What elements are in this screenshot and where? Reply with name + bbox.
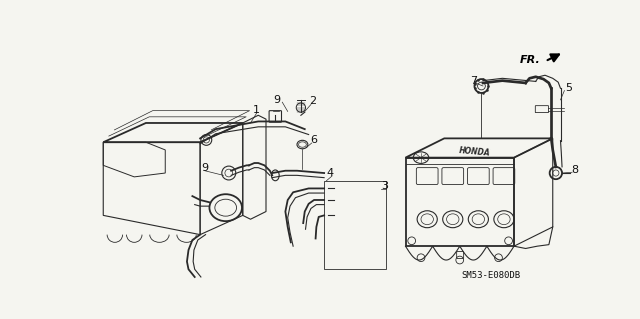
Text: FR.: FR. [520, 55, 540, 65]
Text: HONDA: HONDA [459, 146, 492, 158]
Text: 2: 2 [309, 96, 316, 107]
Text: 8: 8 [571, 165, 578, 175]
Text: 3: 3 [381, 181, 388, 191]
Text: 1: 1 [253, 105, 260, 115]
Text: 4: 4 [326, 168, 333, 178]
Text: 6: 6 [310, 135, 317, 145]
Text: SM53-E080DB: SM53-E080DB [461, 271, 520, 280]
Text: 7: 7 [470, 76, 477, 85]
Text: 5: 5 [564, 83, 572, 93]
Text: 9: 9 [273, 95, 280, 105]
Text: 9: 9 [201, 163, 209, 173]
